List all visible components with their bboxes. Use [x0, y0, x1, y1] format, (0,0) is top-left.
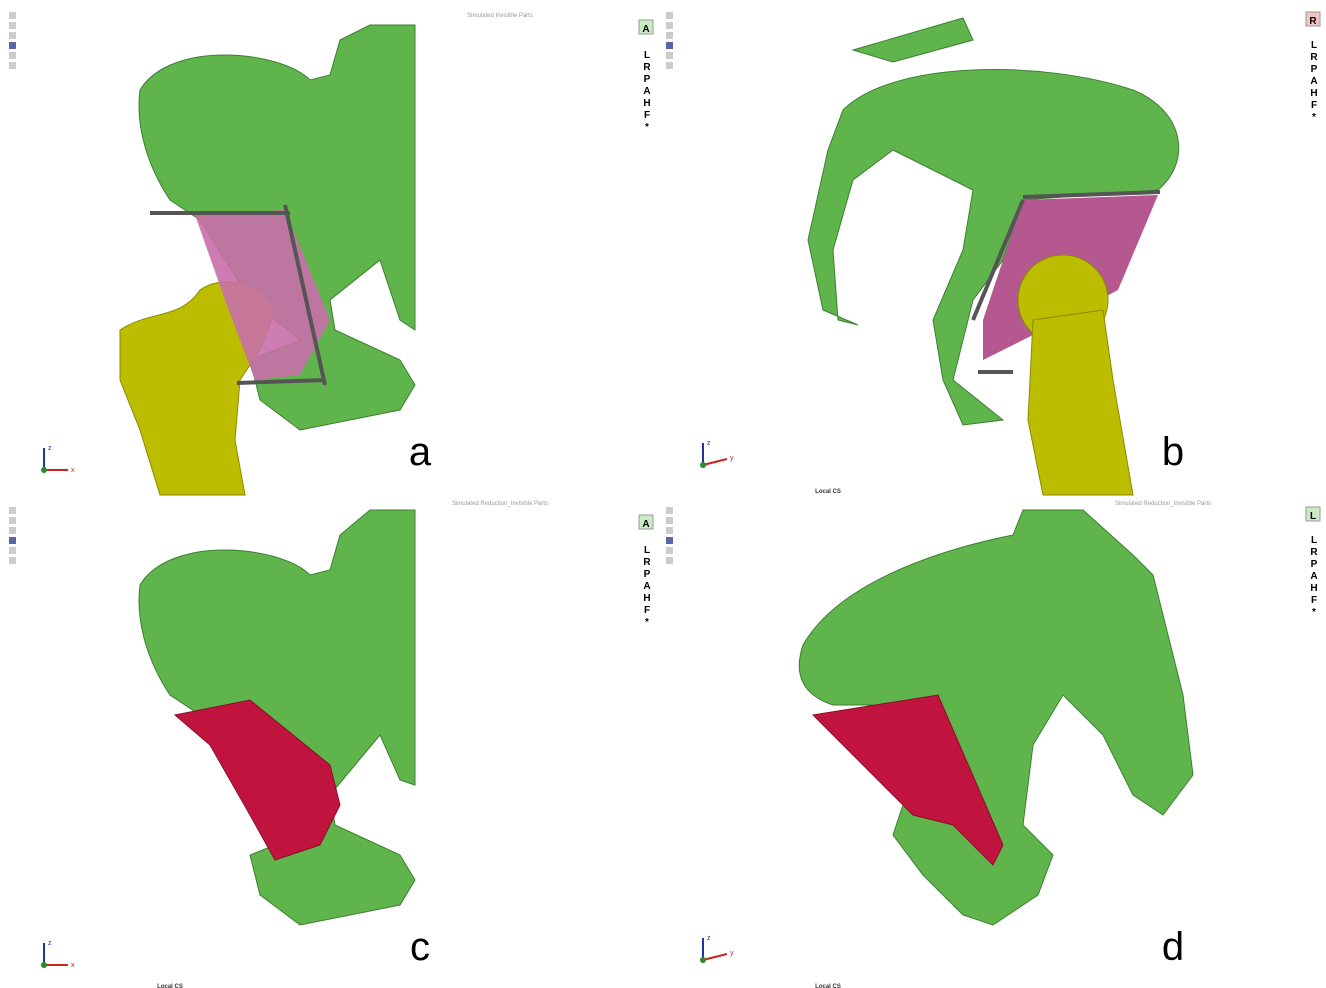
orientation-option: * — [645, 617, 649, 628]
orientation-label: R — [1309, 16, 1317, 27]
toolbar-icon — [666, 22, 673, 29]
toolbar-icon — [9, 22, 16, 29]
toolbar-icon — [9, 42, 16, 49]
toolbar-icon — [9, 32, 16, 39]
axis-label: x — [71, 467, 75, 474]
toolbar-icon — [666, 12, 673, 19]
toolbar-icon — [666, 527, 673, 534]
orientation-option: H — [1310, 583, 1317, 594]
orientation-option: P — [1311, 64, 1318, 75]
toolbar-icon — [9, 537, 16, 544]
axis-label: y — [730, 950, 734, 957]
toolbar-icon — [9, 557, 16, 564]
toolbar-icon — [666, 517, 673, 524]
orientation-option: * — [645, 122, 649, 133]
axis-label: z — [707, 935, 711, 942]
axis-label: z — [707, 440, 711, 447]
figure: aSimulated Invisible PartsALRPAHF*zx bLo… — [0, 0, 1326, 988]
view-footer: Local CS — [815, 489, 841, 495]
orientation-label: L — [1310, 511, 1316, 522]
axis-origin — [41, 467, 47, 473]
orientation-label: A — [642, 24, 649, 35]
view-caption: Simulated Reduction_Invisible Parts — [1115, 501, 1211, 507]
orientation-option: P — [644, 74, 651, 85]
orientation-option: P — [1311, 559, 1318, 570]
orientation-option: F — [644, 605, 650, 616]
orientation-option: A — [643, 86, 650, 97]
toolbar-icon — [9, 517, 16, 524]
sacrum — [853, 18, 973, 62]
toolbar-icon — [666, 557, 673, 564]
orientation-option: F — [644, 110, 650, 121]
panel-label: b — [1162, 430, 1184, 474]
orientation-option: L — [1311, 535, 1317, 546]
toolbar-icon — [9, 527, 16, 534]
panel-label: d — [1162, 925, 1184, 969]
toolbar-icon — [666, 52, 673, 59]
femur — [1028, 310, 1133, 495]
orientation-option: L — [644, 545, 650, 556]
toolbar-icon — [9, 52, 16, 59]
axis-origin — [700, 462, 706, 468]
axis-origin — [700, 957, 706, 963]
orientation-option: A — [643, 581, 650, 592]
view-caption: Simulated Reduction_Invisible Parts — [452, 501, 548, 507]
axis-h — [703, 459, 727, 465]
axis-h — [703, 954, 727, 960]
orientation-option: * — [1312, 112, 1316, 123]
orientation-option: A — [1310, 76, 1317, 87]
toolbar-icon — [9, 507, 16, 514]
orientation-option: H — [1310, 88, 1317, 99]
orientation-option: L — [1311, 40, 1317, 51]
panel: c Simulated Reduction_Invisible Parts Loca… — [9, 501, 653, 988]
toolbar-icon — [9, 12, 16, 19]
axis-label: y — [730, 455, 734, 462]
toolbar-icon — [666, 32, 673, 39]
toolbar-icon — [666, 42, 673, 49]
orientation-option: F — [1311, 595, 1317, 606]
orientation-option: H — [643, 593, 650, 604]
orientation-option: R — [643, 62, 651, 73]
orientation-option: R — [1310, 547, 1318, 558]
toolbar-icon — [666, 537, 673, 544]
view-footer: Local CS — [157, 984, 183, 988]
orientation-option: F — [1311, 100, 1317, 111]
toolbar-icon — [9, 547, 16, 554]
orientation-option: P — [644, 569, 651, 580]
orientation-option: L — [644, 50, 650, 61]
axis-origin — [41, 962, 47, 968]
axis-label: z — [48, 940, 52, 947]
toolbar-icon — [666, 62, 673, 69]
toolbar-icon — [9, 62, 16, 69]
axis-label: x — [71, 962, 75, 969]
view-caption: Simulated Invisible Parts — [467, 13, 533, 19]
view-footer: Local CS — [815, 984, 841, 988]
orientation-label: A — [642, 519, 649, 530]
panel: d Simulated Reduction_Invisible Parts Loca… — [666, 501, 1320, 988]
panel-label: a — [409, 430, 432, 474]
orientation-option: A — [1310, 571, 1317, 582]
orientation-option: R — [1310, 52, 1318, 63]
toolbar-icon — [666, 547, 673, 554]
axis-label: z — [48, 445, 52, 452]
orientation-option: * — [1312, 607, 1316, 618]
panel-label: c — [410, 925, 430, 969]
orientation-option: H — [643, 98, 650, 109]
toolbar-icon — [666, 507, 673, 514]
orientation-option: R — [643, 557, 651, 568]
